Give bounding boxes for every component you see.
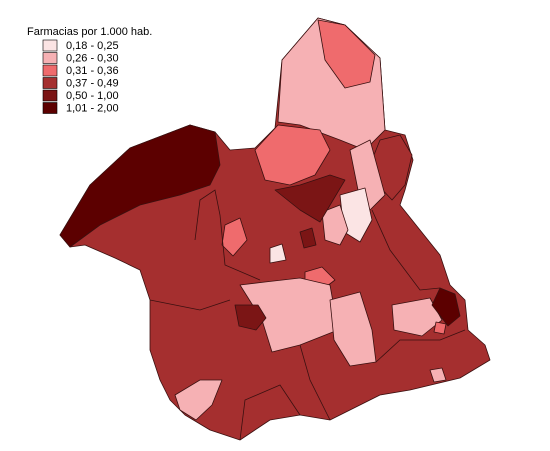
border <box>239 384 301 441</box>
municipality <box>59 124 221 248</box>
municipality <box>429 367 447 383</box>
legend-label: 0,18 - 0,25 <box>66 40 119 52</box>
legend-label: 0,31 - 0,36 <box>66 65 119 77</box>
municipality <box>431 287 461 327</box>
border <box>194 189 261 281</box>
border <box>149 299 231 311</box>
municipality <box>433 321 447 335</box>
legend-swatch <box>42 77 58 89</box>
municipality <box>321 204 349 246</box>
municipality <box>299 227 317 249</box>
municipality <box>274 174 346 223</box>
municipality <box>317 19 376 89</box>
legend-label: 1,01 - 2,00 <box>66 102 119 114</box>
municipality <box>349 139 386 211</box>
legend-swatch <box>42 64 58 77</box>
municipality <box>234 304 267 331</box>
legend-label: 0,37 - 0,49 <box>66 77 119 89</box>
legend-title: Farmacias por 1.000 hab. <box>27 26 152 38</box>
legend-label: 0,26 - 0,30 <box>66 52 119 64</box>
border <box>371 209 441 291</box>
municipality <box>391 297 443 337</box>
map-regions <box>59 17 491 441</box>
legend-swatch <box>42 39 58 52</box>
municipality <box>269 243 287 264</box>
municipality <box>174 379 223 421</box>
legend: Farmacias por 1.000 hab. 0,18 - 0,250,26… <box>27 26 152 115</box>
border <box>375 329 466 363</box>
legend-swatch <box>42 102 58 114</box>
municipality <box>254 124 331 186</box>
legend-swatch <box>42 52 58 64</box>
region-outline <box>59 17 491 441</box>
border <box>299 344 331 421</box>
legend-swatch <box>42 89 58 102</box>
legend-label: 0,50 - 1,00 <box>66 90 119 102</box>
